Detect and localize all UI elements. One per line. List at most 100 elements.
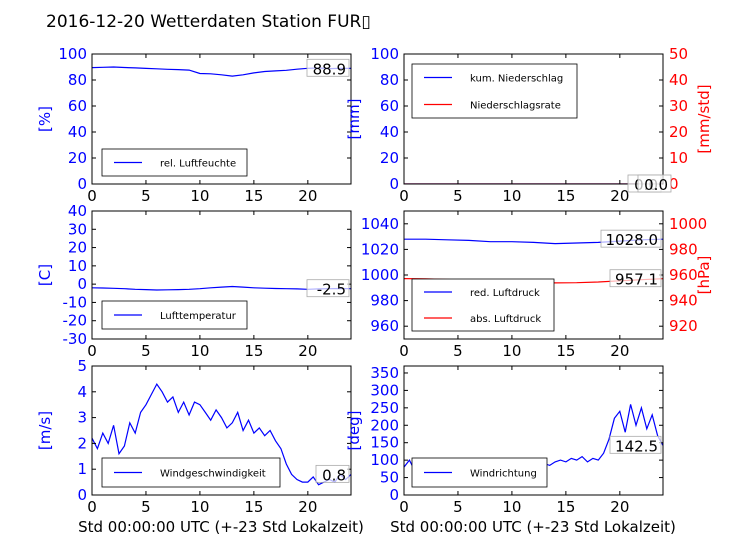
y-tick-label-winddir: 100 — [370, 451, 399, 469]
y-tick-label-pressure: 1040 — [361, 215, 399, 233]
value-annotation-box-wind — [315, 464, 350, 483]
x-tick-label-pressure: 5 — [453, 342, 463, 360]
value-annotation-pressure: 957.1 — [615, 271, 658, 289]
y-tick-label-humidity: 80 — [68, 71, 87, 89]
legend-box-humidity — [101, 148, 248, 177]
value-annotation-precip: 0.0 — [644, 176, 668, 194]
y2-axis-label-precip: [mm/std] — [695, 84, 713, 153]
series-line-wind-0 — [92, 382, 351, 486]
y-tick-label-temperature: -20 — [63, 312, 88, 330]
plot-frame-winddir — [403, 365, 664, 496]
y2-tick-label-pressure: 1000 — [669, 215, 707, 233]
value-annotation-box-humidity — [306, 58, 350, 77]
legend-box-precip — [411, 63, 578, 119]
y-tick-label-winddir: 0 — [389, 486, 399, 504]
y-tick-label-precip: 80 — [380, 71, 399, 89]
y-tick-label-temperature: 0 — [77, 275, 87, 293]
x-tick-label-pressure: 15 — [556, 342, 575, 360]
y2-tick-label-pressure: 980 — [669, 240, 698, 258]
y-tick-label-precip: 20 — [380, 149, 399, 167]
panel-temperature: 0 5 10 15 20-30-20-10010203040[C]-2.5Lufttem… — [36, 202, 352, 360]
y-tick-label-precip: 100 — [370, 45, 399, 63]
value-annotation-wind: 0.8 — [322, 466, 346, 484]
value-annotation-humidity: 88.9 — [313, 60, 346, 78]
x-tick-label-wind: 5 — [141, 498, 151, 516]
x-tick-label-temperature: 20 — [298, 342, 317, 360]
y2-tick-label-precip: 40 — [669, 71, 688, 89]
value-annotation-pressure: 1028.0 — [606, 231, 659, 249]
value-annotation-box-precip — [637, 174, 672, 193]
y-tick-label-wind: 2 — [77, 434, 87, 452]
x-tick-label-humidity: 20 — [298, 187, 317, 205]
x-tick-label-wind: 10 — [190, 498, 209, 516]
y-tick-label-pressure: 1000 — [361, 266, 399, 284]
y-tick-label-temperature: 10 — [68, 257, 87, 275]
x-tick-label-wind: 20 — [298, 498, 317, 516]
y-axis-label-precip: [mm] — [345, 99, 363, 140]
legend-wind: Windgeschwindigkeit — [101, 457, 281, 488]
y-tick-label-humidity: 20 — [68, 149, 87, 167]
legend-winddir: Windrichtung — [411, 457, 548, 488]
x-tick-label-winddir: 0 — [399, 498, 409, 516]
x-tick-label-precip: 20 — [610, 187, 629, 205]
panel-precip: 0 5 10 15 20 0 20 40 60 80 100 0 10 20 30 40 50 [mm/std] [… — [345, 45, 713, 205]
y-tick-label-precip: 40 — [380, 123, 399, 141]
plot-frame-wind — [91, 365, 352, 496]
legend-label-winddir: Windrichtung — [470, 469, 537, 480]
x-tick-label-humidity: 5 — [141, 187, 151, 205]
y-tick-label-winddir: 150 — [370, 434, 399, 452]
y-tick-label-winddir: 300 — [370, 381, 399, 399]
y2-tick-label-precip: 20 — [669, 123, 688, 141]
x-axis-label-right: Std 00:00:00 UTC (+-23 Std Lokalzeit) — [390, 518, 676, 536]
x-tick-label-temperature: 15 — [244, 342, 263, 360]
x-tick-label-humidity: 10 — [190, 187, 209, 205]
x-tick-label-humidity: 15 — [244, 187, 263, 205]
y-tick-label-humidity: 60 — [68, 97, 87, 115]
legend-label-temperature: Lufttemperatur — [160, 311, 237, 322]
y2-tick-label-pressure: 920 — [669, 317, 698, 335]
y-tick-label-humidity: 0 — [77, 175, 87, 193]
y-tick-label-pressure: 960 — [370, 317, 399, 335]
y-tick-label-precip: 60 — [380, 97, 399, 115]
y-tick-label-wind: 3 — [77, 409, 87, 427]
x-tick-label-pressure: 10 — [502, 342, 521, 360]
y-axis-label-temperature: [C] — [36, 264, 54, 286]
value-annotation-box-temperature — [306, 279, 350, 298]
x-tick-label-winddir: 10 — [502, 498, 521, 516]
y-tick-label-wind: 0 — [77, 486, 87, 504]
y2-tick-label-precip: 10 — [669, 149, 688, 167]
y-tick-label-pressure: 980 — [370, 292, 399, 310]
y-tick-label-wind: 1 — [77, 460, 87, 478]
x-tick-label-winddir: 5 — [453, 498, 463, 516]
x-tick-label-precip: 5 — [453, 187, 463, 205]
y-tick-label-wind: 4 — [77, 383, 87, 401]
value-annotation-winddir: 142.5 — [615, 437, 658, 455]
y-tick-label-winddir: 50 — [380, 469, 399, 487]
y-tick-label-humidity: 40 — [68, 123, 87, 141]
y-tick-label-precip: 0 — [389, 175, 399, 193]
plot-frame-humidity — [91, 53, 352, 185]
legend-label-precip: Niederschlagsrate — [470, 101, 561, 112]
plot-frame-precip — [403, 53, 664, 185]
legend-pressure: red. Luftdruck abs. Luftdruck — [411, 278, 555, 332]
y-axis-label-winddir: [deg] — [345, 411, 363, 451]
y-tick-label-winddir: 250 — [370, 399, 399, 417]
legend-label-pressure: abs. Luftdruck — [470, 314, 541, 325]
x-tick-label-precip: 15 — [556, 187, 575, 205]
value-annotation-temperature: -2.5 — [317, 281, 346, 299]
x-tick-label-pressure: 20 — [610, 342, 629, 360]
legend-label-humidity: rel. Luftfeuchte — [160, 159, 236, 170]
y-tick-label-pressure: 1020 — [361, 240, 399, 258]
x-tick-label-temperature: 5 — [141, 342, 151, 360]
y2-tick-label-precip: 50 — [669, 45, 688, 63]
y-tick-label-temperature: 20 — [68, 239, 87, 257]
plot-frame-temperature — [91, 210, 352, 340]
x-tick-label-temperature: 0 — [87, 342, 97, 360]
y2-tick-label-precip: 30 — [669, 97, 688, 115]
legend-label-precip: kum. Niederschlag — [470, 74, 563, 85]
value-annotation-box-pressure — [609, 269, 662, 288]
panel-pressure: 0 5 10 15 20 960 980 1000 1020 1040 920 940 960 980 10… — [361, 210, 713, 360]
